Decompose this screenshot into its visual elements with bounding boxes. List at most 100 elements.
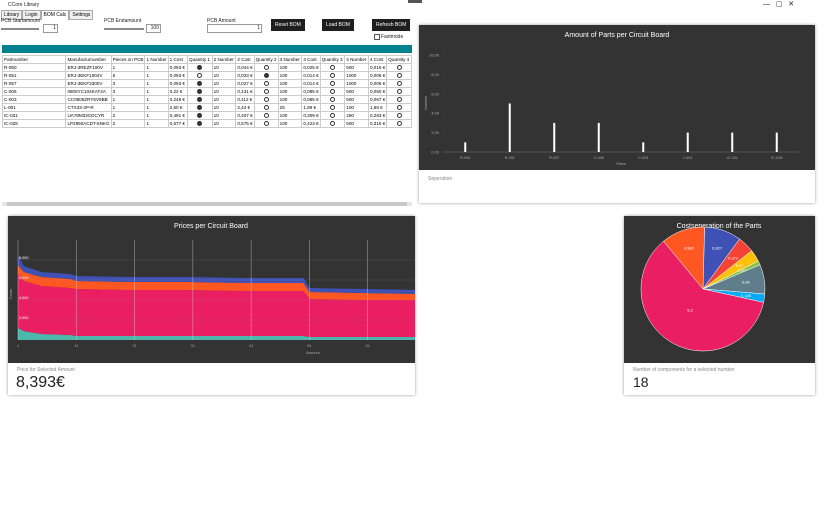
- radio[interactable]: [329, 120, 335, 126]
- radio[interactable]: [329, 104, 335, 110]
- radio[interactable]: [263, 104, 269, 110]
- window-controls[interactable]: — ▢ ✕: [763, 1, 795, 8]
- slice-label: 0,27: [736, 263, 745, 268]
- radio[interactable]: [263, 80, 269, 86]
- x-tick-label: IC-028: [771, 156, 782, 160]
- cell: 0,093 €: [167, 63, 189, 72]
- radio[interactable]: [197, 96, 203, 102]
- value-box[interactable]: 100: [146, 24, 161, 33]
- radio[interactable]: [263, 88, 269, 94]
- radio-cell: [187, 111, 213, 120]
- cell: 1: [110, 63, 146, 72]
- tab[interactable]: Library: [1, 10, 23, 20]
- cell: 0,067 €: [367, 95, 388, 104]
- radio[interactable]: [329, 96, 335, 102]
- radio[interactable]: [197, 112, 203, 118]
- price-label: Price for Selected Amount: [17, 367, 75, 373]
- window-title: CCore Library: [8, 2, 40, 8]
- chart-title: Amount of Parts per Circuit Board: [565, 32, 670, 39]
- h-scrollbar[interactable]: [2, 202, 412, 206]
- cell: 1: [110, 103, 146, 112]
- cell: LP2950ACDT-5NKG: [65, 119, 112, 128]
- column-header: 1 Cost: [167, 55, 189, 64]
- tab-bar: Library Login BOM Calc Settings: [1, 10, 94, 20]
- cell: 100: [344, 103, 369, 112]
- radio-cell: [253, 79, 279, 88]
- cell: 1000: [344, 71, 369, 80]
- cell: 1: [144, 87, 169, 96]
- cell: 0,407 €: [235, 111, 255, 120]
- value-box[interactable]: 1: [207, 24, 262, 33]
- button[interactable]: Refresh BOM: [372, 19, 411, 31]
- radio[interactable]: [197, 64, 203, 70]
- parts-footer: Seperation: [428, 176, 453, 182]
- cell: 0,044 €: [235, 63, 255, 72]
- table-row: R-050 ERJ-3REZF100V 1 1 0,093 €10 0,044 €100 0…: [2, 63, 412, 72]
- cell: 0,093 €: [167, 79, 189, 88]
- scroll-thumb[interactable]: [7, 202, 407, 206]
- cell: 1000: [344, 79, 369, 88]
- cell: 1: [144, 119, 169, 128]
- cell: 10: [211, 63, 237, 72]
- radio[interactable]: [329, 64, 335, 70]
- radio[interactable]: [396, 80, 402, 86]
- radio[interactable]: [197, 72, 203, 78]
- button[interactable]: Reset BOM: [271, 19, 305, 31]
- x-tick-label: 61: [365, 343, 370, 348]
- cell: 0,014 €: [301, 71, 321, 80]
- radio[interactable]: [396, 120, 402, 126]
- radio[interactable]: [396, 112, 402, 118]
- radio-cell: [187, 63, 213, 72]
- radio[interactable]: [329, 88, 335, 94]
- title-grip: [408, 0, 422, 3]
- y-axis-label: Number: [423, 95, 428, 110]
- cell: 0,677 €: [167, 119, 189, 128]
- radio-cell: [386, 87, 412, 96]
- radio[interactable]: [263, 72, 269, 78]
- slider[interactable]: [104, 28, 144, 30]
- value-box[interactable]: 1: [43, 24, 58, 33]
- cell: 10: [211, 79, 237, 88]
- radio-cell: [319, 95, 346, 104]
- tab[interactable]: Settings: [69, 10, 94, 20]
- tab[interactable]: Login: [22, 10, 41, 20]
- tab[interactable]: BOM Calc: [40, 10, 70, 20]
- radio[interactable]: [197, 120, 203, 126]
- radio[interactable]: [396, 88, 402, 94]
- radio-cell: [187, 103, 213, 112]
- radio[interactable]: [197, 104, 203, 110]
- cell: 0,423 €: [301, 119, 321, 128]
- radio[interactable]: [396, 72, 402, 78]
- radio[interactable]: [329, 80, 335, 86]
- radio[interactable]: [396, 104, 402, 110]
- y-tick-label: 6,000: [19, 276, 29, 280]
- column-header: Quantity 3: [319, 55, 346, 64]
- radio[interactable]: [263, 112, 269, 118]
- radio-cell: [386, 63, 412, 72]
- cell: 0,309 €: [301, 111, 321, 120]
- radio-cell: [187, 79, 213, 88]
- x-tick-label: L-001: [683, 156, 693, 160]
- radio[interactable]: [263, 96, 269, 102]
- slider[interactable]: [1, 28, 39, 30]
- radio[interactable]: [329, 72, 335, 78]
- y-tick-label: 8,000: [19, 256, 29, 260]
- radio[interactable]: [263, 64, 269, 70]
- radio-cell: [386, 79, 412, 88]
- radio[interactable]: [396, 64, 402, 70]
- pie-slice: [640, 240, 764, 352]
- radio[interactable]: [329, 112, 335, 118]
- radio[interactable]: [263, 120, 269, 126]
- cell: IC-028: [2, 119, 67, 128]
- radio[interactable]: [396, 96, 402, 102]
- cell: 0,093 €: [167, 71, 189, 80]
- prices-card: Prices per Circuit Board Costs Amount 1 11 21…: [8, 216, 605, 395]
- button[interactable]: Load BOM: [322, 19, 354, 31]
- cell: 1: [110, 95, 146, 104]
- cell: 100: [277, 111, 303, 120]
- checkbox[interactable]: [374, 34, 380, 40]
- radio[interactable]: [197, 80, 203, 86]
- radio[interactable]: [197, 88, 203, 94]
- table-row: L-001 CTX33-3P-R 1 1 2,60 €10 2,44 €25 1,99 €1…: [2, 103, 412, 112]
